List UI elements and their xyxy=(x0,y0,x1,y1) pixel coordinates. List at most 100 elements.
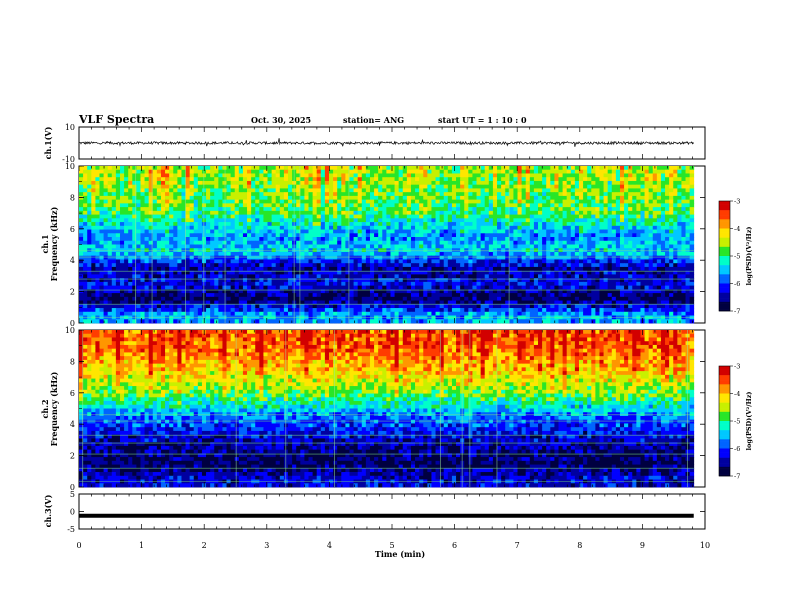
heatmap-cell xyxy=(406,278,412,283)
heatmap-cell xyxy=(316,222,322,227)
heatmap-cell xyxy=(87,263,92,268)
heatmap-cell xyxy=(259,229,264,234)
heatmap-cell xyxy=(558,233,563,238)
heatmap-cell xyxy=(160,266,166,272)
heatmap-cell xyxy=(152,259,158,264)
heatmap-cell xyxy=(546,195,551,201)
heatmap-cell xyxy=(423,222,428,227)
heatmap-cell xyxy=(513,259,518,264)
heatmap-cell xyxy=(119,281,125,287)
heatmap-cell xyxy=(640,263,645,268)
heatmap-cell xyxy=(484,180,490,186)
heatmap-cell xyxy=(484,281,490,287)
heatmap-cell xyxy=(124,237,129,242)
heatmap-cell xyxy=(353,210,359,215)
heatmap-cell xyxy=(115,233,121,238)
heatmap-cell xyxy=(603,248,609,253)
heatmap-cell xyxy=(435,248,441,253)
heatmap-cell xyxy=(578,207,584,212)
heatmap-cell xyxy=(480,270,486,275)
heatmap-cell xyxy=(107,240,113,245)
heatmap-cell xyxy=(472,195,477,201)
heatmap-cell xyxy=(484,248,490,253)
heatmap-cell xyxy=(218,263,223,268)
heatmap-cell xyxy=(378,169,383,174)
heatmap-cell xyxy=(341,207,346,212)
heatmap-cell xyxy=(689,255,695,260)
heatmap-cell xyxy=(218,237,223,242)
heatmap-cell xyxy=(624,184,629,189)
heatmap-cell xyxy=(279,281,285,287)
heatmap-cell xyxy=(607,259,613,264)
heatmap-cell xyxy=(173,180,178,186)
heatmap-cell xyxy=(333,207,338,212)
heatmap-cell xyxy=(357,248,363,253)
heatmap-cell xyxy=(341,222,346,227)
heatmap-cell xyxy=(570,266,576,272)
heatmap-cell xyxy=(578,255,584,260)
heatmap-cell xyxy=(300,248,305,253)
heatmap-cell xyxy=(210,237,215,242)
heatmap-cell xyxy=(308,233,313,238)
heatmap-cell xyxy=(111,274,117,279)
heatmap-cell xyxy=(574,188,580,193)
heatmap-cell xyxy=(99,199,104,204)
heatmap-cell xyxy=(337,214,342,219)
heatmap-cell xyxy=(304,285,309,290)
heatmap-cell xyxy=(632,207,637,212)
heatmap-cell xyxy=(160,169,166,174)
heatmap-cell xyxy=(259,255,264,260)
heatmap-cell xyxy=(107,207,113,212)
heatmap-cell xyxy=(206,237,211,242)
heatmap-cell xyxy=(201,255,207,260)
heatmap-cell xyxy=(341,270,346,275)
heatmap-cell xyxy=(324,237,330,242)
heatmap-cell xyxy=(652,210,658,215)
heatmap-cell xyxy=(345,255,350,260)
heatmap-cell xyxy=(460,251,465,257)
heatmap-cell xyxy=(529,210,535,215)
heatmap-cell xyxy=(406,251,412,257)
heatmap-cell xyxy=(210,274,215,279)
heatmap-cell xyxy=(665,259,670,264)
heatmap-cell xyxy=(681,218,686,223)
heatmap-cell xyxy=(509,180,514,186)
heatmap-cell xyxy=(378,184,383,189)
heatmap-cell xyxy=(79,207,84,212)
heatmap-cell xyxy=(103,184,109,189)
heatmap-cell xyxy=(595,248,600,253)
heatmap-cell xyxy=(624,233,629,238)
heatmap-cell xyxy=(271,251,277,257)
heatmap-cell xyxy=(681,225,686,230)
heatmap-cell xyxy=(538,274,543,279)
heatmap-cell xyxy=(427,244,432,249)
heatmap-cell xyxy=(328,169,334,174)
heatmap-cell xyxy=(324,278,330,283)
heatmap-cell xyxy=(644,281,650,287)
heatmap-cell xyxy=(689,248,695,253)
heatmap-cell xyxy=(669,266,674,272)
heatmap-cell xyxy=(382,270,387,275)
heatmap-cell xyxy=(165,278,170,283)
heatmap-cell xyxy=(681,210,686,215)
heatmap-cell xyxy=(173,169,178,174)
heatmap-cell xyxy=(369,237,375,242)
heatmap-cell xyxy=(406,229,412,234)
heatmap-cell xyxy=(206,195,211,201)
heatmap-cell xyxy=(124,270,129,275)
heatmap-cell xyxy=(464,233,469,238)
heatmap-cell xyxy=(337,255,342,260)
heatmap-cell xyxy=(91,240,96,245)
heatmap-cell xyxy=(554,173,559,178)
heatmap-cell xyxy=(95,274,100,279)
heatmap-cell xyxy=(456,255,461,260)
heatmap-cell xyxy=(144,248,150,253)
heatmap-cell xyxy=(242,233,248,238)
heatmap-cell xyxy=(488,237,494,242)
heatmap-cell xyxy=(599,266,604,272)
heatmap-cell xyxy=(636,278,641,283)
heatmap-cell xyxy=(644,263,650,268)
heatmap-cell xyxy=(505,225,510,230)
heatmap-cell xyxy=(226,259,232,264)
heatmap-cell xyxy=(308,214,313,219)
